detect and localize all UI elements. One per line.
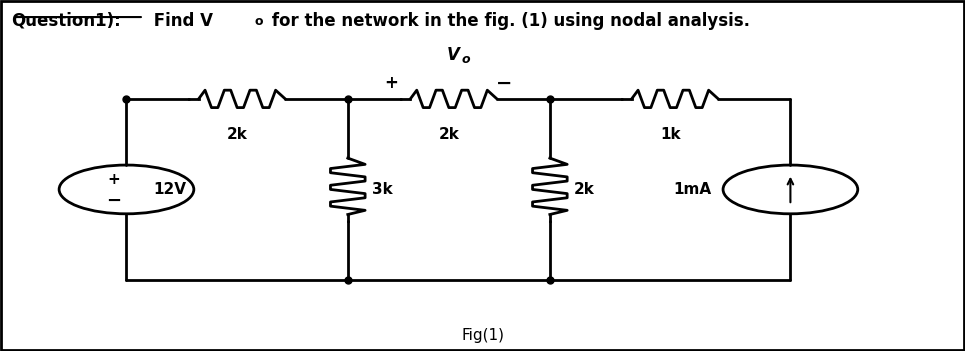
Text: −: − (496, 74, 512, 93)
Text: V: V (447, 46, 460, 64)
Text: −: − (106, 192, 122, 210)
Text: 12V: 12V (153, 182, 186, 197)
Text: +: + (107, 172, 121, 187)
Text: 2k: 2k (574, 182, 594, 197)
Text: Find V: Find V (148, 12, 212, 30)
Text: o: o (462, 53, 471, 66)
Text: 3k: 3k (372, 182, 393, 197)
Text: Question1):: Question1): (11, 12, 121, 30)
Text: for the network in the fig. (1) using nodal analysis.: for the network in the fig. (1) using no… (266, 12, 750, 30)
Text: 1mA: 1mA (674, 182, 711, 197)
Text: 1k: 1k (660, 127, 680, 142)
Text: Fig(1): Fig(1) (461, 327, 504, 343)
Text: o: o (255, 15, 262, 28)
Text: 2k: 2k (227, 127, 248, 142)
Text: 2k: 2k (438, 127, 459, 142)
Text: +: + (384, 74, 398, 92)
